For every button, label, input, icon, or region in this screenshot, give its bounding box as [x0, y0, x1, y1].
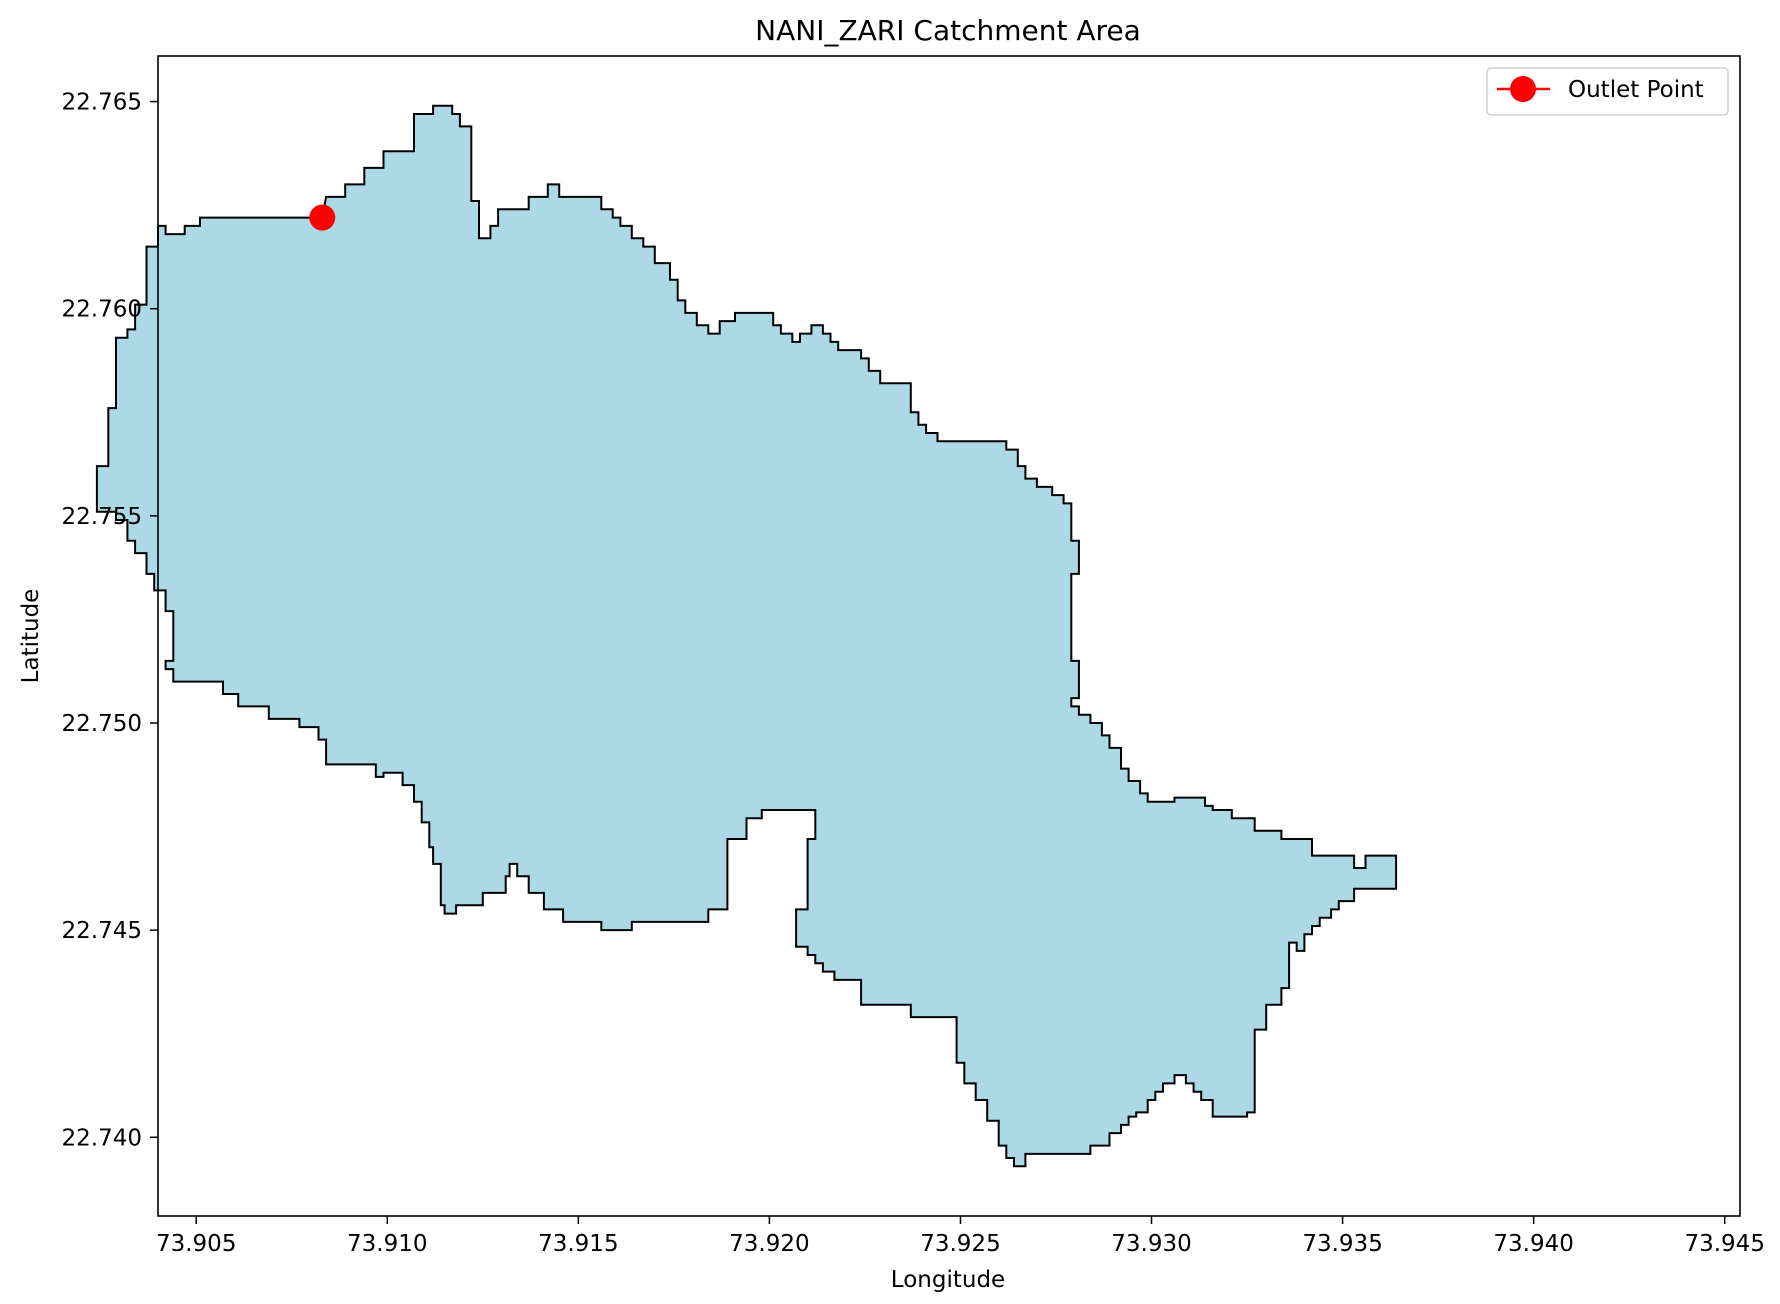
y-tick-label: 22.755	[62, 504, 142, 530]
x-axis: 73.905 73.910 73.915 73.920 73.925 73.930 73.9…	[156, 1216, 1765, 1257]
x-tick-label: 73.940	[1493, 1231, 1573, 1257]
legend-marker	[1510, 76, 1536, 102]
chart-title: NANI_ZARI Catchment Area	[755, 14, 1141, 47]
y-tick-label: 22.765	[62, 90, 142, 116]
legend-label-outlet: Outlet Point	[1568, 77, 1704, 103]
plot-frame	[157, 55, 1741, 1217]
catchment-polygon	[95, 104, 1398, 1168]
x-tick-label: 73.905	[156, 1231, 236, 1257]
y-axis-label: Latitude	[18, 589, 44, 684]
x-tick-label: 73.945	[1684, 1231, 1764, 1257]
x-tick-label: 73.915	[538, 1231, 618, 1257]
x-tick-label: 73.910	[347, 1231, 427, 1257]
outlet-point-marker	[309, 204, 336, 231]
y-tick-label: 22.760	[62, 297, 142, 323]
y-tick-label: 22.745	[62, 918, 142, 944]
plot-area	[95, 104, 1398, 1168]
legend: Outlet Point	[1486, 67, 1729, 116]
x-tick-label: 73.925	[920, 1231, 1000, 1257]
y-tick-label: 22.740	[62, 1125, 142, 1151]
x-axis-label: Longitude	[891, 1267, 1005, 1293]
y-axis: 22.740 22.745 22.750 22.755 22.760 22.765	[62, 90, 158, 1151]
legend-box	[1486, 67, 1729, 116]
x-tick-label: 73.930	[1111, 1231, 1191, 1257]
x-tick-label: 73.935	[1302, 1231, 1382, 1257]
x-tick-label: 73.920	[729, 1231, 809, 1257]
y-tick-label: 22.750	[62, 711, 142, 737]
